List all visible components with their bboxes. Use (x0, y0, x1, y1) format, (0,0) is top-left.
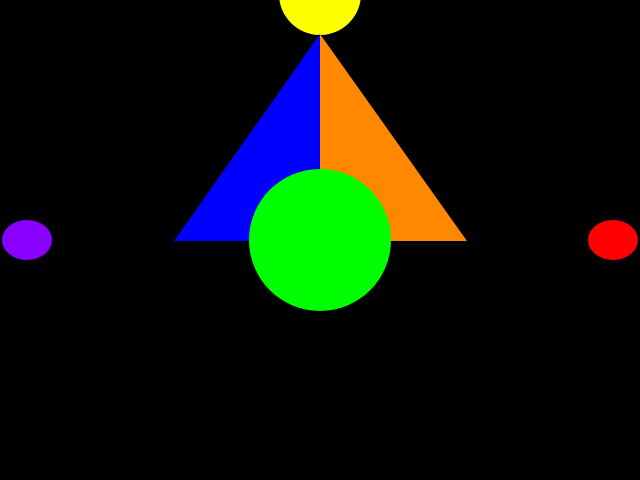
right-red-ellipse (588, 220, 638, 260)
left-purple-ellipse (2, 220, 52, 260)
center-green-circle (249, 169, 391, 311)
top-yellow-circle (279, 0, 361, 35)
